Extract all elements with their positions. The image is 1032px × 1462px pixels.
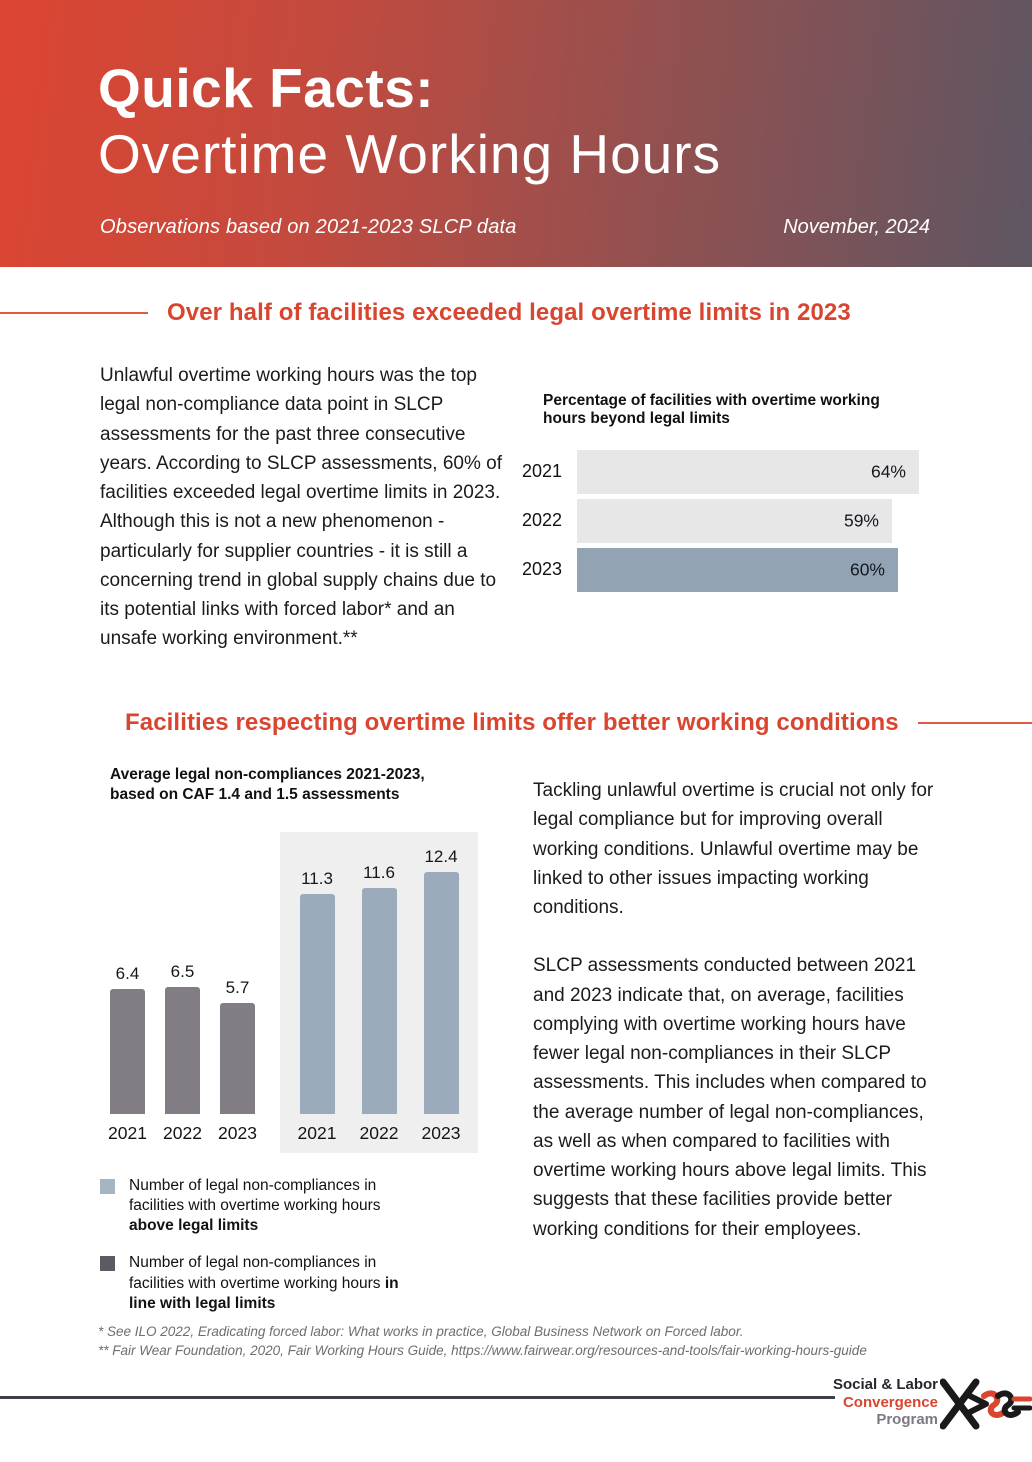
vbar-bar bbox=[220, 1003, 255, 1114]
vbar-value-label: 6.5 bbox=[170, 962, 195, 981]
hbar-year-label: 2021 bbox=[522, 461, 563, 482]
footnote-2: ** Fair Wear Foundation, 2020, Fair Work… bbox=[98, 1342, 867, 1358]
header-banner: Quick Facts: Overtime Working Hours Obse… bbox=[0, 0, 1032, 267]
vbar-year-label: 2021 bbox=[108, 1123, 147, 1143]
vbar-bar bbox=[299, 894, 335, 1114]
vbar-value-label: 5.7 bbox=[225, 978, 250, 997]
hbar-rows: 2021 64% 2022 59% 2023 60% bbox=[522, 449, 932, 592]
vbar-cell: 6.4 2021 bbox=[100, 964, 155, 1153]
hbar-bar: 64% bbox=[577, 449, 919, 494]
legend-label-bold: in line with legal limits bbox=[129, 1274, 399, 1312]
slcp-logo-text: Social & Labor Convergence Program bbox=[788, 1376, 938, 1429]
legend-item-above-limits: Number of legal non-compliances in facil… bbox=[100, 1176, 440, 1236]
hbar-value-label: 59% bbox=[843, 510, 879, 531]
header-date: November, 2024 bbox=[783, 216, 930, 238]
vbar-value-label: 11.3 bbox=[301, 869, 333, 888]
vbar-cell: 6.5 2022 bbox=[155, 962, 210, 1153]
vbar-year-label: 2023 bbox=[218, 1123, 257, 1143]
hbar-bar: 60% bbox=[577, 547, 898, 592]
logo-line-program: Program bbox=[876, 1411, 938, 1429]
heading-accent-line bbox=[0, 312, 148, 314]
hbar-value-label: 60% bbox=[849, 559, 885, 580]
vbar-year-label: 2022 bbox=[163, 1123, 202, 1143]
vbar-bar bbox=[165, 987, 200, 1114]
section1-heading: Over half of facilities exceeded legal o… bbox=[167, 299, 851, 326]
slcp-logo-mark-icon bbox=[939, 1374, 1032, 1434]
vbar-group-above: 11.3 2021 11.6 2022 12.4 2023 bbox=[280, 832, 478, 1153]
section2-paragraph-2: SLCP assessments conducted between 2021 … bbox=[533, 955, 927, 1240]
legend-label: Number of legal non-compliances in facil… bbox=[129, 1253, 421, 1313]
hbar-year-label: 2023 bbox=[522, 559, 563, 580]
page-title-primary: Quick Facts: bbox=[98, 57, 435, 119]
legend-label-normal: Number of legal non-compliances in facil… bbox=[129, 1254, 385, 1292]
section1-body-text: Unlawful overtime working hours was the … bbox=[100, 365, 503, 650]
section2-paragraph-1: Tackling unlawful overtime is crucial no… bbox=[533, 780, 934, 918]
vbar-cell: 11.6 2022 bbox=[348, 863, 410, 1153]
hbar-row: 2021 64% bbox=[522, 449, 932, 494]
section2-heading-row: Facilities respecting overtime limits of… bbox=[0, 709, 1032, 737]
section1-heading-row: Over half of facilities exceeded legal o… bbox=[0, 299, 1032, 327]
footnotes: * See ILO 2022, Eradicating forced labor… bbox=[98, 1323, 867, 1361]
legend-swatch bbox=[100, 1179, 115, 1194]
vbar-cell: 11.3 2021 bbox=[286, 869, 348, 1153]
vbar-bar bbox=[361, 888, 397, 1114]
chart2-legend: Number of legal non-compliances in facil… bbox=[100, 1176, 440, 1331]
section2-heading: Facilities respecting overtime limits of… bbox=[125, 709, 899, 736]
chart2-title: Average legal non-compliances 2021-2023,… bbox=[110, 766, 425, 804]
vbar-year-label: 2022 bbox=[359, 1123, 399, 1143]
legend-swatch bbox=[100, 1256, 115, 1272]
vbar-bar bbox=[423, 872, 459, 1114]
vbar-group-inline: 6.4 2021 6.5 2022 5.7 2023 bbox=[100, 832, 265, 1153]
vbar-cell: 5.7 2023 bbox=[210, 978, 265, 1153]
page-title-secondary: Overtime Working Hours bbox=[98, 123, 722, 185]
header-subtitle: Observations based on 2021-2023 SLCP dat… bbox=[100, 216, 517, 238]
legend-label: Number of legal non-compliances in facil… bbox=[129, 1176, 421, 1236]
vbar-value-label: 11.6 bbox=[363, 863, 395, 882]
legend-item-in-line-limits: Number of legal non-compliances in facil… bbox=[100, 1253, 440, 1313]
legend-label-bold: above legal limits bbox=[129, 1217, 259, 1235]
vbar-year-label: 2023 bbox=[421, 1123, 461, 1143]
logo-line-convergence: Convergence bbox=[842, 1393, 938, 1411]
chart1-title: Percentage of facilities with overtime w… bbox=[543, 392, 880, 428]
vbar-bar bbox=[110, 989, 145, 1114]
vbar-value-label: 6.4 bbox=[115, 964, 140, 983]
hbar-year-label: 2022 bbox=[522, 510, 563, 531]
logo-line-social-labor: Social & Labor bbox=[832, 1376, 938, 1393]
vbar-cell: 12.4 2023 bbox=[410, 847, 472, 1153]
vbar-year-label: 2021 bbox=[297, 1123, 337, 1143]
overtime-percentage-chart: Percentage of facilities with overtime w… bbox=[522, 392, 932, 597]
heading-accent-line bbox=[917, 722, 1032, 724]
non-compliances-chart: 6.4 2021 6.5 2022 5.7 2023 11.3 2021 11.6 2022 12… bbox=[100, 832, 478, 1153]
hbar-value-label: 64% bbox=[870, 461, 906, 482]
hbar-row: 2023 60% bbox=[522, 547, 932, 592]
hbar-bar: 59% bbox=[577, 498, 892, 543]
hbar-row: 2022 59% bbox=[522, 498, 932, 543]
vbar-value-label: 12.4 bbox=[424, 847, 458, 866]
footnote-1: * See ILO 2022, Eradicating forced labor… bbox=[98, 1324, 744, 1339]
section2-body-text: Tackling unlawful overtime is crucial no… bbox=[533, 776, 937, 1273]
legend-label-normal: Number of legal non-compliances in facil… bbox=[129, 1177, 381, 1215]
footer-divider-line bbox=[0, 1396, 835, 1399]
